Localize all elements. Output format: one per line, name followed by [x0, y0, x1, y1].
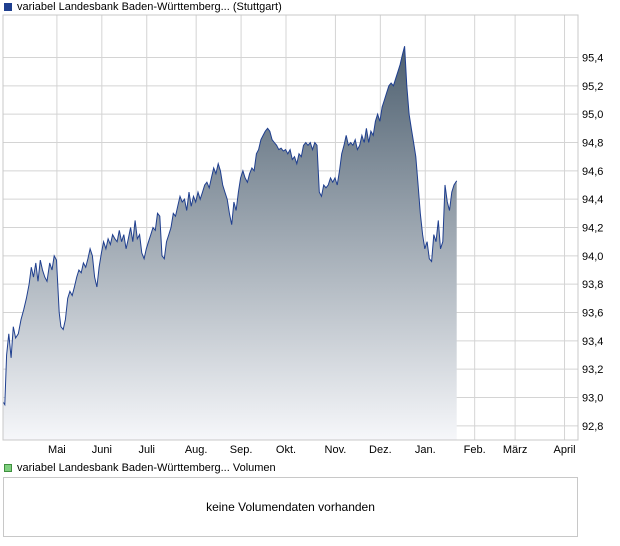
y-tick-label: 94,2: [582, 223, 603, 235]
price-line: [2, 46, 458, 407]
x-tick-label: Okt.: [276, 444, 296, 456]
volume-legend-swatch: [4, 464, 12, 472]
price-legend: variabel Landesbank Baden-Württemberg...…: [4, 1, 282, 13]
x-tick-label: April: [554, 444, 576, 456]
plot-frame: [2, 14, 579, 441]
price-chart: 92,8 93,0 93,2 93,4 93,6 93,8 94,0 94,2 94,4 94,6…: [2, 14, 603, 456]
y-axis-ticks: 92,8 93,0 93,2 93,4 93,6 93,8 94,0 94,2 94,4 94,6…: [582, 53, 603, 433]
volume-legend: variabel Landesbank Baden-Württemberg...…: [4, 462, 276, 474]
x-tick-label: Mai: [48, 444, 66, 456]
x-tick-label: Juli: [138, 444, 155, 456]
x-tick-label: Dez.: [369, 444, 392, 456]
x-axis-ticks: Mai Juni Juli Aug. Sep. Okt. Nov. Dez. Jan. Feb. M…: [48, 444, 575, 456]
y-tick-label: 93,2: [582, 364, 603, 376]
x-tick-label: Jan.: [415, 444, 436, 456]
y-tick-label: 92,8: [582, 421, 603, 433]
y-tick-label: 95,0: [582, 109, 603, 121]
price-area: [3, 46, 457, 440]
y-tick-label: 95,4: [582, 53, 603, 65]
price-legend-label: variabel Landesbank Baden-Württemberg...…: [17, 1, 282, 13]
x-tick-label: Nov.: [325, 444, 347, 456]
x-tick-label: Sep.: [230, 444, 253, 456]
y-tick-label: 93,4: [582, 336, 603, 348]
y-tick-label: 94,8: [582, 138, 603, 150]
x-tick-label: Feb.: [464, 444, 486, 456]
x-tick-label: Aug.: [185, 444, 208, 456]
x-tick-label: Juni: [92, 444, 112, 456]
y-tick-label: 94,0: [582, 251, 603, 263]
x-tick-label: März: [503, 444, 527, 456]
y-tick-label: 94,4: [582, 194, 603, 206]
volume-legend-label: variabel Landesbank Baden-Württemberg...…: [17, 462, 276, 474]
y-tick-label: 93,0: [582, 393, 603, 405]
volume-panel: keine Volumendaten vorhanden: [3, 477, 578, 537]
no-volume-message: keine Volumendaten vorhanden: [206, 500, 375, 514]
y-tick-label: 95,2: [582, 81, 603, 93]
y-tick-label: 93,8: [582, 279, 603, 291]
price-legend-swatch: [4, 3, 12, 11]
y-tick-label: 93,6: [582, 308, 603, 320]
y-tick-label: 94,6: [582, 166, 603, 178]
